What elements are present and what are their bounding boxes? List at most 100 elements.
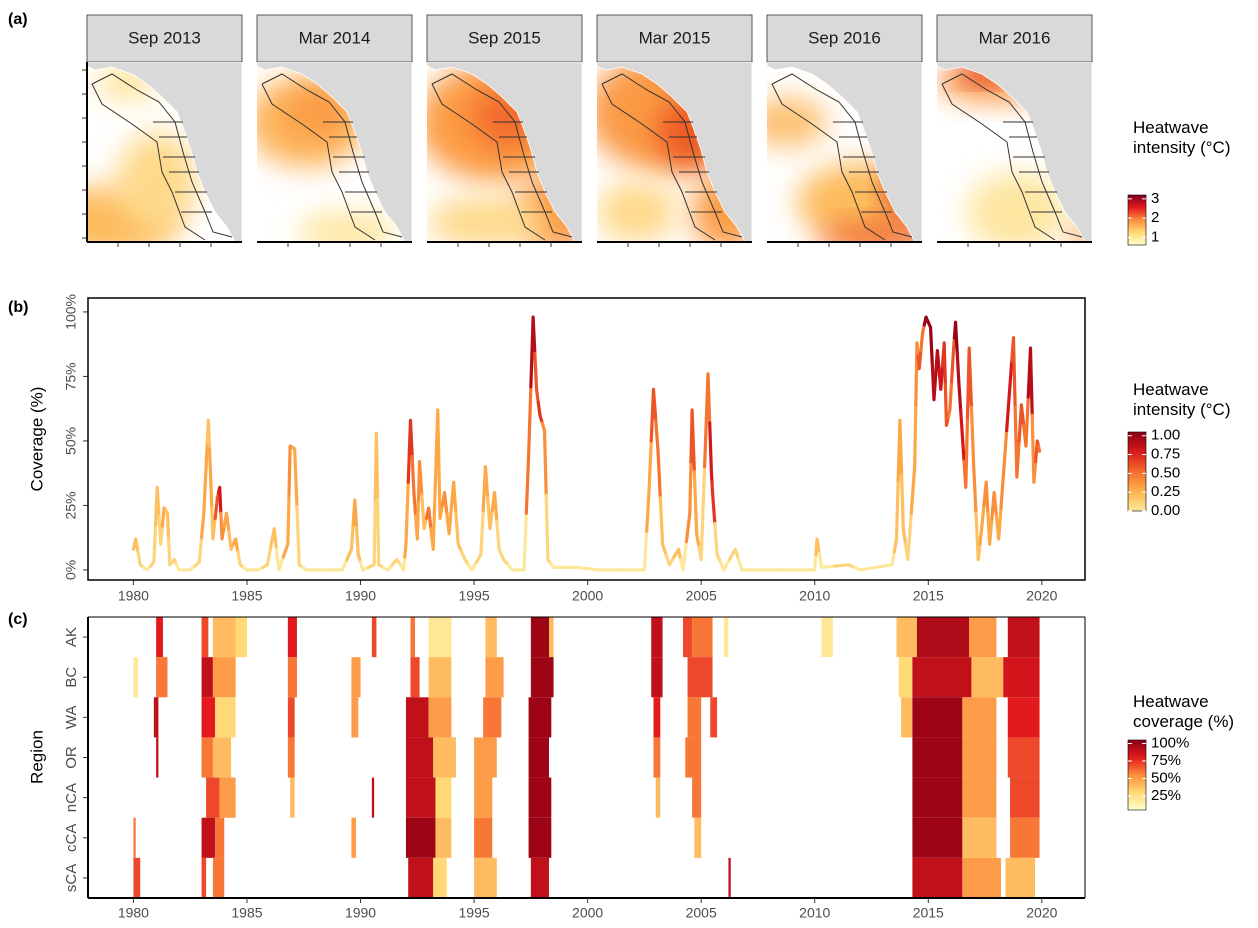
y-tick-label: 100% [63, 294, 79, 330]
line-segment [375, 497, 385, 569]
facet-strip [936, 14, 1093, 63]
line-segment [978, 503, 986, 546]
line-segment [281, 493, 291, 559]
line-segment [990, 490, 999, 520]
line-segment [207, 447, 214, 510]
y-tick-label: OR [63, 746, 80, 769]
heat-cell [410, 617, 416, 658]
line-segment [916, 349, 923, 371]
heat-cell [287, 657, 297, 698]
line-segment [713, 521, 723, 564]
line-segment [658, 496, 668, 557]
line-segment [952, 320, 959, 355]
x-tick-label: 1995 [459, 588, 490, 604]
line-segment [481, 465, 490, 513]
x-tick-label: 2000 [572, 588, 603, 604]
line-segment [274, 547, 285, 572]
line-segment [874, 550, 896, 569]
colorbar-label: 25% [1151, 787, 1181, 804]
line-segment [710, 480, 717, 526]
heat-cell [133, 857, 141, 898]
line-segment [903, 511, 913, 562]
heat-cell [428, 617, 452, 658]
region-outline [261, 83, 376, 241]
line-segment [540, 421, 548, 497]
heat-cell [290, 777, 295, 818]
heat-cell [962, 817, 997, 858]
line-segment [955, 351, 963, 412]
heat-cell [710, 697, 718, 738]
map [937, 62, 1092, 242]
line-segment [727, 547, 741, 562]
colorbar-label: 0.75 [1151, 446, 1180, 463]
heat-cell [371, 777, 375, 818]
y-tick-label: sCA [63, 864, 80, 892]
line-segment [205, 418, 212, 451]
line-segment [833, 563, 857, 569]
heat-cell [405, 697, 429, 738]
line-segment [236, 550, 246, 569]
heat-cell [201, 617, 209, 658]
map [767, 62, 922, 242]
heat-cell [474, 777, 493, 818]
heat-cell [694, 817, 702, 858]
line-segment [620, 529, 649, 572]
heat-cell [530, 657, 554, 698]
line-segment [896, 418, 904, 482]
heat-cell [474, 817, 493, 858]
line-segment [301, 565, 318, 572]
line-segment [261, 545, 273, 569]
heat-cell [653, 737, 661, 778]
line-segment [922, 315, 930, 327]
heat-cell [1007, 737, 1040, 778]
line-segment [776, 552, 818, 572]
line-segment [459, 550, 471, 567]
heat-cell [683, 617, 693, 658]
heat-cell [1010, 817, 1040, 858]
facet-title: Mar 2015 [639, 28, 711, 47]
heat-cell [201, 697, 216, 738]
line-segment [203, 441, 209, 492]
heat-cell [351, 817, 356, 858]
line-segment [549, 561, 567, 569]
line-segment [689, 408, 696, 474]
heat-cell [821, 617, 833, 658]
line-segment [697, 465, 707, 562]
line-segment [231, 537, 240, 554]
y-tick-label: BC [63, 667, 80, 688]
heat-cell [685, 737, 702, 778]
land [767, 62, 922, 242]
heat-cell [528, 697, 552, 738]
line-segment [536, 400, 544, 425]
map [257, 62, 412, 242]
heat-cell [206, 777, 220, 818]
heat-cell [962, 777, 997, 818]
line-segment [148, 523, 158, 568]
panel-label: (c) [8, 611, 28, 628]
facet-title: Sep 2016 [808, 28, 881, 47]
land [597, 62, 752, 242]
line-segment [1017, 403, 1026, 443]
heat-cell [485, 617, 497, 658]
line-segment [737, 558, 781, 572]
line-segment [295, 505, 305, 569]
heat-cell [971, 657, 1004, 698]
line-segment [495, 519, 503, 557]
colorbar [1127, 194, 1147, 246]
heat-cell [901, 697, 913, 738]
line-segment [251, 565, 265, 572]
line-segment [466, 560, 478, 572]
heat-cell [723, 617, 729, 658]
heat-cell [692, 777, 702, 818]
line-segment [937, 364, 945, 391]
line-segment [1026, 346, 1034, 417]
line-segment [193, 536, 204, 568]
heat-cell [1003, 657, 1040, 698]
legend-title: Heatwave intensity (°C) [1133, 380, 1231, 419]
heat-cell [405, 777, 436, 818]
x-tick-label: 2010 [799, 905, 830, 921]
y-tick-label: 25% [63, 491, 79, 519]
x-tick-label: 2010 [799, 588, 830, 604]
line-segment [1034, 439, 1041, 464]
